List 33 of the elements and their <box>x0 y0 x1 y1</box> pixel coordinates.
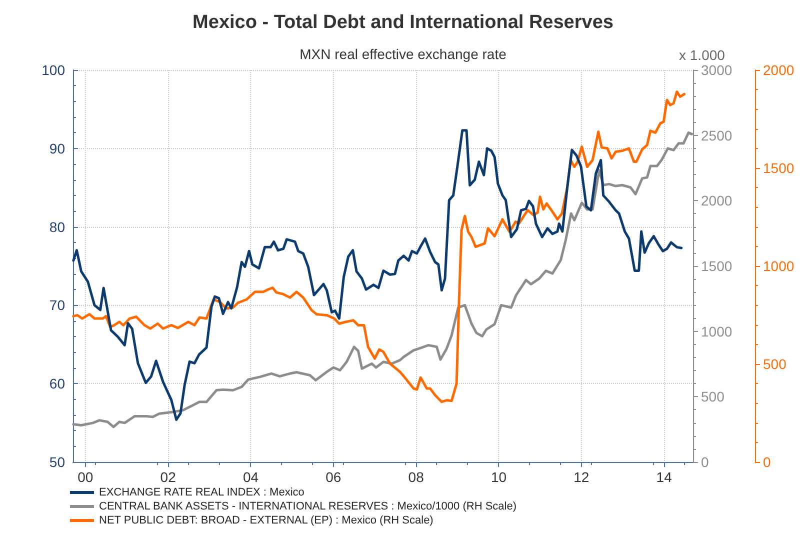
x-tick-label: 04 <box>242 469 259 485</box>
x-tick-label: 00 <box>78 469 94 485</box>
y3-tick-label: 0 <box>763 454 771 470</box>
legend-label: EXCHANGE RATE REAL INDEX : Mexico <box>99 486 304 498</box>
y2-tick-label: 2000 <box>701 192 732 209</box>
y3-tick-label: 500 <box>763 356 787 372</box>
y3-tick-label: 2000 <box>763 62 794 78</box>
y2-tick-label: 500 <box>701 388 725 405</box>
y3-tick-label: 1500 <box>763 160 794 176</box>
y2-tick-label: 1500 <box>701 258 732 274</box>
y-tick-label: 80 <box>49 218 66 235</box>
y2-tick-label: 2500 <box>701 127 732 144</box>
x-tick-label: 06 <box>326 469 342 485</box>
x-tick-label: 10 <box>490 469 507 485</box>
y3-tick-label: 1000 <box>763 258 794 274</box>
line-series <box>72 90 686 404</box>
y-tick-label: 70 <box>49 297 66 314</box>
y2-axis-title: x 1.000 <box>679 47 726 63</box>
legend-label: NET PUBLIC DEBT: BROAD - EXTERNAL (EP) : Mexico (RH Scale) <box>99 514 434 526</box>
x-tick-label: 02 <box>160 469 176 485</box>
y-tick-label: 100 <box>42 62 66 78</box>
chart-subtitle: MXN real effective exchange rate <box>300 46 507 62</box>
x-tick-label: 14 <box>656 469 672 485</box>
chart-title: Mexico - Total Debt and International Reserves <box>192 12 614 33</box>
y-tick-label: 60 <box>49 376 66 392</box>
x-tick-label: 08 <box>408 469 424 485</box>
legend-label: CENTRAL BANK ASSETS - INTERNATIONAL RESERVES : Mexico/1000 (RH Scale) <box>99 500 517 512</box>
x-tick-label: 12 <box>574 469 590 485</box>
y-tick-label: 90 <box>49 140 66 156</box>
y2-tick-label: 1000 <box>701 323 732 340</box>
y2-tick-label: 3000 <box>701 62 732 78</box>
y2-tick-label: 0 <box>701 454 709 470</box>
y-tick-label: 50 <box>49 454 66 470</box>
